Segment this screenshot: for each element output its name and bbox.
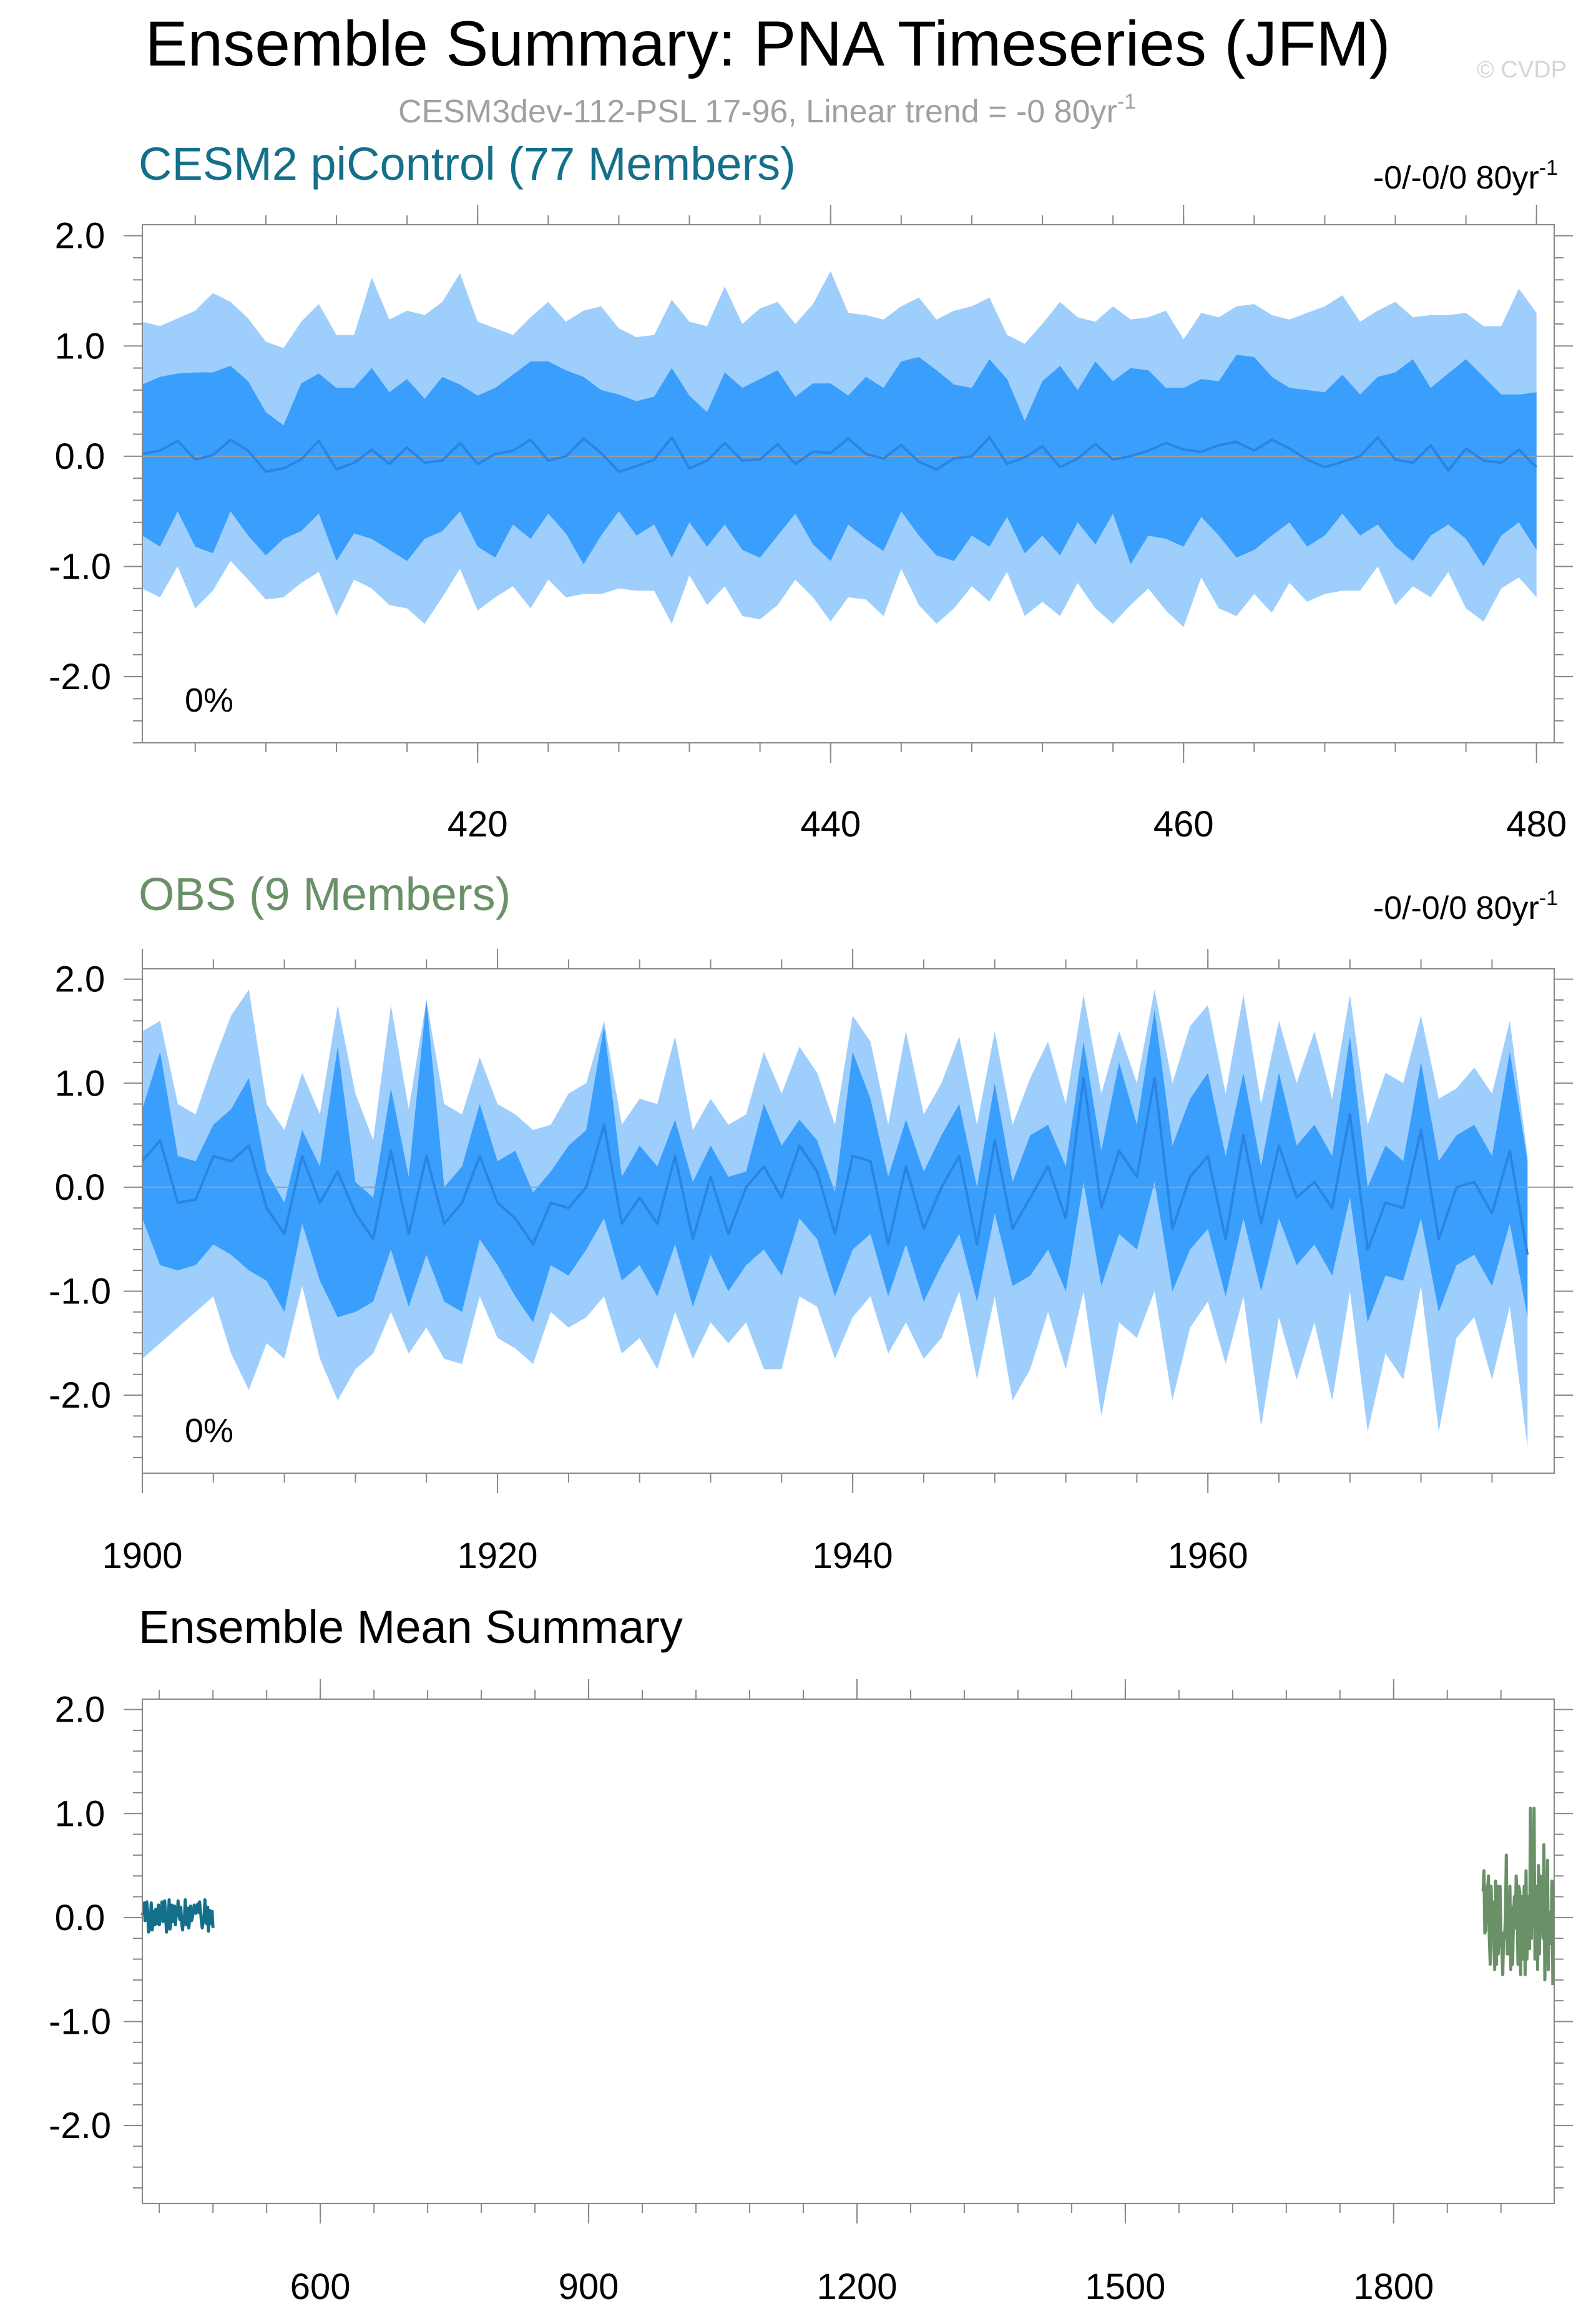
cesm-panel: 2.0 1.0 0.0 -1.0 -2.0 420 440 460 480 CESM2 piCon…	[49, 138, 1573, 845]
panel-title: CESM2 piControl (77 Members)	[139, 138, 796, 190]
y-tick-label: 1.0	[55, 1793, 105, 1834]
panel-title: Ensemble Mean Summary	[139, 1601, 683, 1653]
y-tick-label: -2.0	[49, 2106, 111, 2146]
y-tick-label: 0.0	[55, 1167, 105, 1208]
y-tick-label: -1.0	[49, 546, 111, 587]
obs-panel: 2.0 1.0 0.0 -1.0 -2.0 1900 1920 1940 1960 OBS (9 …	[49, 868, 1573, 1576]
inner-range-band	[142, 355, 1537, 567]
x-tick-label: 1960	[1168, 1536, 1248, 1576]
x-tick-label: 900	[559, 2267, 619, 2307]
y-tick-label: 1.0	[55, 326, 105, 366]
x-tick-label: 420	[448, 804, 508, 845]
ensemble-mean-line	[141, 1076, 1529, 1255]
x-tick-label: 1800	[1353, 2267, 1434, 2307]
x-tick-label: 1920	[458, 1536, 538, 1576]
y-tick-label: -2.0	[49, 1375, 111, 1416]
subtitle: CESM3dev-112-PSL 17-96, Linear trend = -…	[398, 90, 1136, 130]
y-tick-label: 2.0	[55, 216, 105, 257]
plot-frame	[142, 1699, 1555, 2204]
plot-frame	[142, 224, 1555, 743]
trend-label-sup: -1	[1539, 156, 1558, 180]
panel-title: OBS (9 Members)	[139, 868, 511, 920]
y-tick-label: 0.0	[55, 1898, 105, 1938]
x-tick-label: 1500	[1085, 2267, 1165, 2307]
trend-label: -0/-0/0 80yr-1	[1373, 886, 1558, 926]
x-tick-label: 600	[290, 2267, 351, 2307]
summary-series-obs	[1481, 1807, 1555, 1986]
x-tick-label: 480	[1506, 804, 1567, 845]
x-tick-label: 1940	[813, 1536, 893, 1576]
y-tick-label: -2.0	[49, 657, 111, 697]
summary-panel: 2.0 1.0 0.0 -1.0 -2.0 600 900 1200 1500 1800 Ensem…	[49, 1601, 1573, 2307]
y-tick-label: -1.0	[49, 2001, 111, 2042]
trend-label-sup: -1	[1539, 886, 1558, 910]
subtitle-sup: -1	[1117, 90, 1136, 114]
y-tick-label: 2.0	[55, 959, 105, 1000]
ensemble-mean-line	[142, 436, 1538, 473]
watermark: © CVDP	[1477, 57, 1567, 83]
y-tick-label: 0.0	[55, 436, 105, 477]
y-tick-label: -1.0	[49, 1271, 111, 1311]
plot-frame	[142, 968, 1555, 1474]
x-tick-label: 460	[1153, 804, 1214, 845]
trend-label-text: -0/-0/0 80yr	[1373, 160, 1539, 196]
x-tick-label: 1900	[102, 1536, 182, 1576]
summary-series-cesm	[140, 1898, 215, 1934]
subtitle-text: CESM3dev-112-PSL 17-96, Linear trend = -…	[398, 94, 1117, 130]
main-title: Ensemble Summary: PNA Timeseries (JFM)	[145, 8, 1390, 79]
x-tick-label: 1200	[816, 2267, 897, 2307]
y-tick-label: 1.0	[55, 1063, 105, 1104]
x-tick-label: 440	[800, 804, 861, 845]
trend-label: -0/-0/0 80yr-1	[1373, 156, 1558, 196]
percent-label: 0%	[185, 1412, 233, 1449]
y-tick-label: 2.0	[55, 1690, 105, 1730]
percent-label: 0%	[185, 682, 233, 719]
trend-label-text: -0/-0/0 80yr	[1373, 890, 1539, 926]
inner-range-band	[142, 1000, 1528, 1323]
